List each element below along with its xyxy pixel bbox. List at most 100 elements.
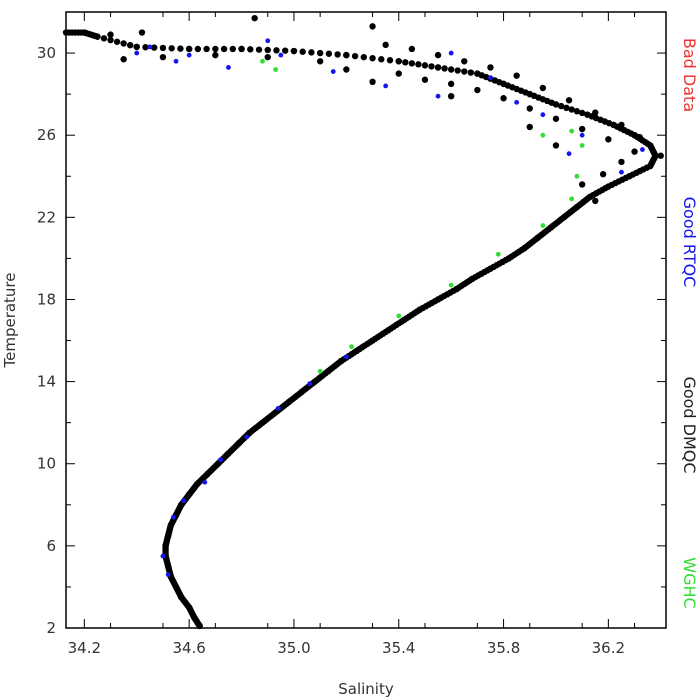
data-point-good-dmqc: [285, 398, 292, 406]
data-point-good-dmqc: [138, 29, 146, 36]
data-point-good-dmqc: [255, 46, 263, 53]
data-point-good-dmqc: [578, 181, 586, 188]
data-point-good-dmqc: [325, 50, 333, 57]
data-point-wghc: [540, 132, 546, 138]
data-point-good-rtqc: [202, 479, 208, 485]
data-point-good-dmqc: [264, 46, 271, 54]
data-point-good-dmqc: [434, 51, 442, 59]
y-tick-label: 18: [37, 290, 56, 308]
data-point-good-dmqc: [578, 125, 586, 133]
data-point-good-dmqc: [408, 45, 416, 53]
data-point-good-dmqc: [386, 57, 394, 64]
data-point-good-dmqc: [159, 53, 167, 61]
data-point-good-dmqc: [447, 92, 455, 100]
data-point-good-dmqc: [468, 275, 476, 283]
data-point-good-dmqc: [212, 45, 219, 53]
data-point-good-dmqc: [235, 440, 243, 447]
data-point-good-dmqc: [133, 43, 140, 51]
data-point-good-rtqc: [383, 83, 389, 89]
data-point-good-dmqc: [552, 115, 560, 122]
data-point-good-dmqc: [487, 265, 494, 272]
data-point-good-dmqc: [334, 51, 341, 58]
data-point-good-dmqc: [324, 368, 332, 375]
x-tick-label: 35.0: [277, 639, 310, 657]
data-point-good-rtqc: [165, 572, 171, 578]
data-point-good-dmqc: [282, 47, 289, 54]
data-point-good-dmqc: [573, 108, 581, 115]
data-point-good-dmqc: [636, 134, 643, 141]
ticks-layer: [66, 12, 666, 629]
data-point-wghc: [495, 251, 501, 257]
data-point-good-rtqc: [619, 169, 624, 175]
data-point-good-rtqc: [160, 553, 166, 559]
data-point-good-dmqc: [178, 594, 185, 601]
data-point-good-dmqc: [369, 55, 376, 62]
data-point-good-dmqc: [557, 102, 565, 110]
data-point-good-dmqc: [605, 183, 612, 190]
data-point-good-dmqc: [62, 29, 70, 36]
data-point-good-dmqc: [526, 105, 533, 112]
plot-frame: [65, 11, 667, 629]
data-point-good-dmqc: [647, 162, 654, 170]
data-point-wghc: [273, 67, 279, 72]
data-point-good-rtqc: [244, 434, 250, 440]
data-point-good-dmqc: [578, 109, 586, 117]
data-point-good-dmqc: [159, 44, 167, 52]
data-point-good-dmqc: [421, 76, 429, 83]
data-point-good-dmqc: [107, 31, 114, 38]
data-point-good-dmqc: [400, 316, 408, 324]
data-point-good-dmqc: [447, 80, 455, 88]
data-point-good-dmqc: [415, 61, 422, 68]
data-point-good-dmqc: [573, 203, 581, 211]
data-point-good-dmqc: [586, 193, 594, 200]
data-point-good-rtqc: [275, 405, 281, 411]
data-point-good-dmqc: [343, 66, 350, 73]
legend-item-good-dmqc: Good DMQC: [680, 376, 699, 473]
data-point-good-dmqc: [246, 429, 253, 437]
data-point-good-dmqc: [185, 45, 193, 53]
data-point-good-dmqc: [185, 604, 193, 611]
data-point-good-rtqc: [448, 50, 454, 56]
y-tick-label: 22: [37, 208, 56, 226]
data-point-good-dmqc: [563, 104, 570, 112]
data-point-good-dmqc: [500, 80, 507, 88]
data-point-wghc: [349, 344, 354, 350]
data-point-good-dmqc: [584, 111, 591, 118]
data-point-good-rtqc: [307, 381, 313, 387]
data-point-good-dmqc: [434, 296, 442, 303]
data-point-good-dmqc: [151, 44, 158, 51]
data-point-good-dmqc: [191, 614, 198, 621]
data-point-good-rtqc: [171, 514, 176, 520]
data-point-good-dmqc: [238, 45, 245, 53]
data-point-good-rtqc: [343, 354, 349, 360]
data-point-good-dmqc: [369, 23, 376, 30]
data-point-good-dmqc: [618, 158, 625, 166]
data-point-good-dmqc: [126, 41, 134, 49]
x-tick-label: 35.4: [382, 639, 415, 657]
data-point-good-rtqc: [330, 69, 336, 74]
data-point-good-dmqc: [360, 53, 368, 61]
data-point-good-dmqc: [610, 121, 617, 129]
data-point-good-dmqc: [247, 46, 254, 53]
data-point-good-dmqc: [461, 58, 468, 65]
data-point-good-dmqc: [343, 51, 350, 59]
data-point-good-dmqc: [193, 481, 201, 488]
data-point-good-dmqc: [264, 53, 271, 61]
data-point-good-dmqc: [467, 69, 475, 76]
y-tick-label: 2: [46, 619, 56, 637]
legend-item-wghc: WGHC: [680, 557, 699, 608]
data-point-good-dmqc: [113, 38, 121, 45]
x-tick-label: 35.8: [487, 639, 520, 657]
data-point-good-dmqc: [194, 45, 202, 53]
data-point-good-dmqc: [592, 109, 599, 116]
data-point-good-dmqc: [474, 70, 481, 77]
data-point-good-dmqc: [487, 64, 494, 71]
y-tick-label: 14: [37, 373, 56, 391]
data-point-good-dmqc: [298, 388, 306, 396]
data-point-good-dmqc: [94, 33, 101, 40]
data-point-good-dmqc: [178, 501, 185, 508]
data-point-good-dmqc: [631, 132, 638, 139]
data-point-good-rtqc: [218, 457, 223, 463]
data-point-wghc: [260, 58, 265, 64]
